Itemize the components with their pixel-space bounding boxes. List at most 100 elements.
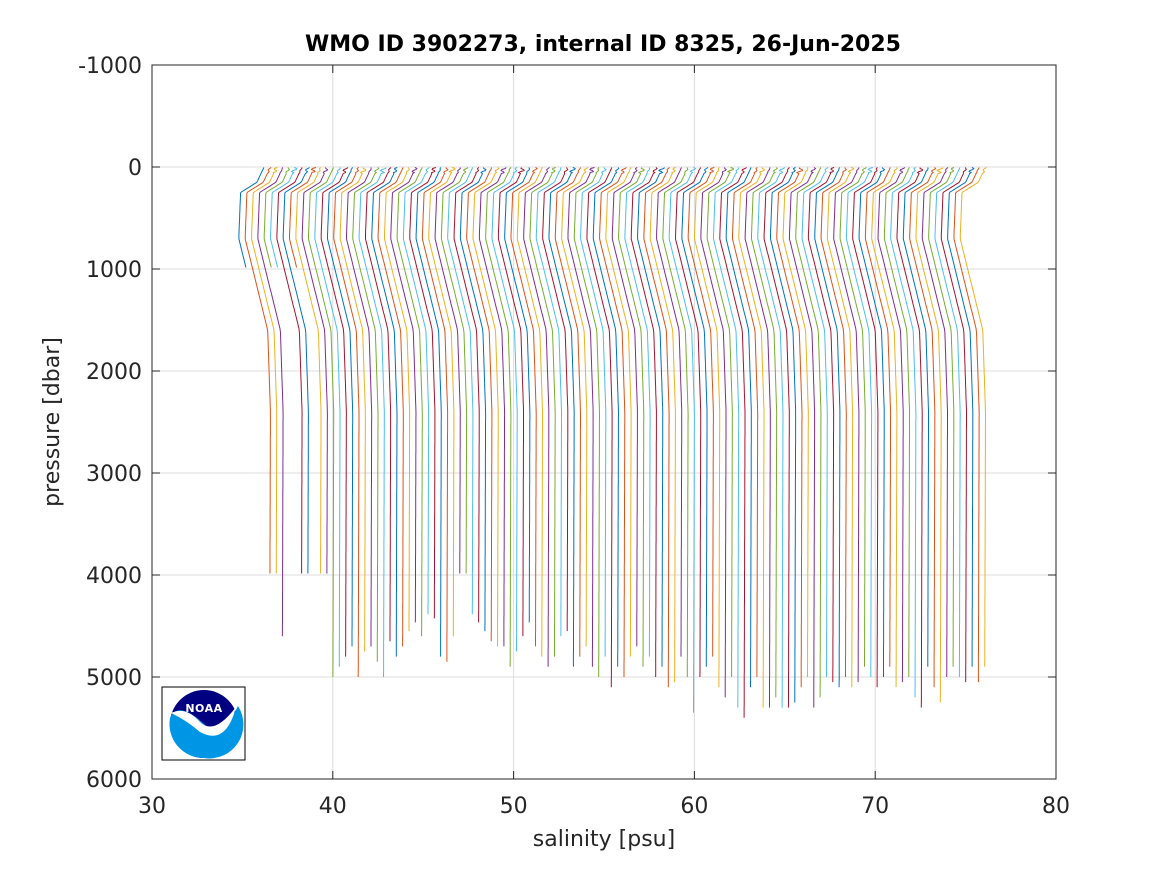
profile-line bbox=[358, 167, 387, 677]
profile-line bbox=[852, 167, 879, 688]
profile-line bbox=[864, 167, 892, 667]
profile-line bbox=[681, 167, 709, 667]
profile-line bbox=[921, 167, 949, 677]
profile-line bbox=[674, 167, 702, 677]
profile-line bbox=[352, 167, 380, 662]
profile-line bbox=[459, 167, 487, 632]
profile-line bbox=[485, 167, 512, 667]
profile-line bbox=[719, 167, 747, 718]
noaa-logo-wave bbox=[171, 707, 236, 736]
x-tick-label: 70 bbox=[861, 794, 889, 819]
profile-line bbox=[763, 167, 790, 708]
profile-line bbox=[599, 167, 627, 677]
profile-line bbox=[434, 167, 461, 574]
profile-line bbox=[453, 167, 480, 623]
profile-line bbox=[377, 167, 404, 647]
profile-line bbox=[890, 167, 917, 698]
profile-line bbox=[346, 167, 373, 647]
profile-line bbox=[269, 167, 298, 268]
profile-line bbox=[845, 167, 874, 677]
profile-line bbox=[807, 167, 835, 683]
y-tick-label: 4000 bbox=[86, 564, 142, 589]
profile-line bbox=[700, 167, 727, 698]
profile-line bbox=[770, 167, 797, 703]
profile-line bbox=[497, 167, 525, 637]
profile-line bbox=[713, 167, 740, 708]
profile-line bbox=[516, 167, 543, 657]
profile-line bbox=[839, 167, 867, 667]
profile-line bbox=[244, 167, 272, 574]
profile-line bbox=[877, 167, 906, 683]
profile-line bbox=[421, 167, 449, 662]
profile-line bbox=[428, 167, 456, 637]
profile-line bbox=[694, 167, 721, 688]
profile-line bbox=[396, 167, 423, 637]
axis-ticks: 30 40 50 60 70 80 -1000 0 1000 2000 3000 4000 5000 60… bbox=[78, 54, 1070, 819]
profile-line bbox=[826, 167, 855, 688]
profile-line bbox=[535, 167, 562, 637]
profile-line bbox=[447, 167, 474, 615]
profile-line bbox=[320, 167, 349, 657]
profile-line bbox=[757, 167, 786, 708]
x-axis-label: salinity [psu] bbox=[533, 827, 675, 852]
profile-line bbox=[782, 167, 809, 677]
profile-line bbox=[643, 167, 670, 688]
profile-line bbox=[814, 167, 841, 688]
profile-line bbox=[384, 167, 411, 632]
profile-line bbox=[409, 167, 437, 619]
profile-line bbox=[947, 167, 975, 667]
profile-line bbox=[301, 167, 329, 574]
profile-line bbox=[339, 167, 367, 652]
profile-line bbox=[909, 167, 937, 688]
profile-line bbox=[801, 167, 829, 677]
profile-line bbox=[251, 167, 278, 574]
x-tick-label: 60 bbox=[680, 794, 708, 819]
profile-line bbox=[934, 167, 961, 677]
profile-line bbox=[371, 167, 398, 657]
profile-line bbox=[687, 167, 715, 657]
profile-line bbox=[504, 167, 531, 623]
profile-line bbox=[295, 167, 322, 574]
noaa-logo-label: NOAA bbox=[185, 702, 222, 715]
profile-line bbox=[618, 167, 645, 667]
profile-line bbox=[871, 167, 898, 688]
profile-line bbox=[744, 167, 771, 708]
x-tick-label: 80 bbox=[1042, 794, 1070, 819]
profile-line bbox=[668, 167, 697, 713]
profile-line bbox=[289, 167, 317, 268]
profile-line bbox=[573, 167, 600, 677]
profile-line bbox=[491, 167, 518, 652]
profile-line bbox=[510, 167, 538, 647]
profile-line bbox=[820, 167, 848, 677]
x-tick-label: 30 bbox=[138, 794, 166, 819]
profile-line bbox=[402, 167, 430, 615]
y-tick-label: 2000 bbox=[86, 360, 142, 385]
profile-line bbox=[928, 167, 955, 667]
y-axis-label: pressure [dbar] bbox=[40, 337, 65, 507]
profile-line bbox=[896, 167, 924, 708]
profile-line bbox=[314, 167, 341, 667]
profile-line bbox=[466, 167, 493, 642]
profile-line bbox=[883, 167, 910, 677]
profile-line bbox=[662, 167, 689, 677]
profile-line bbox=[725, 167, 752, 688]
profile-line bbox=[605, 167, 632, 657]
profile-line bbox=[649, 167, 676, 683]
profile-line bbox=[833, 167, 860, 683]
plot-area bbox=[152, 65, 1056, 779]
y-tick-label: -1000 bbox=[78, 54, 142, 79]
profile-line bbox=[795, 167, 822, 698]
x-tick-label: 40 bbox=[319, 794, 347, 819]
noaa-logo: NOAA bbox=[161, 686, 246, 761]
profile-line bbox=[523, 167, 550, 667]
profile-line bbox=[282, 167, 310, 574]
profile-line bbox=[529, 167, 556, 657]
profile-line bbox=[959, 167, 987, 667]
profile-line bbox=[915, 167, 944, 703]
profile-line bbox=[554, 167, 581, 657]
profile-line bbox=[415, 167, 442, 657]
profile-line bbox=[656, 167, 683, 657]
profile-line bbox=[365, 167, 392, 642]
profile-line bbox=[706, 167, 734, 677]
profile-line bbox=[308, 167, 335, 677]
